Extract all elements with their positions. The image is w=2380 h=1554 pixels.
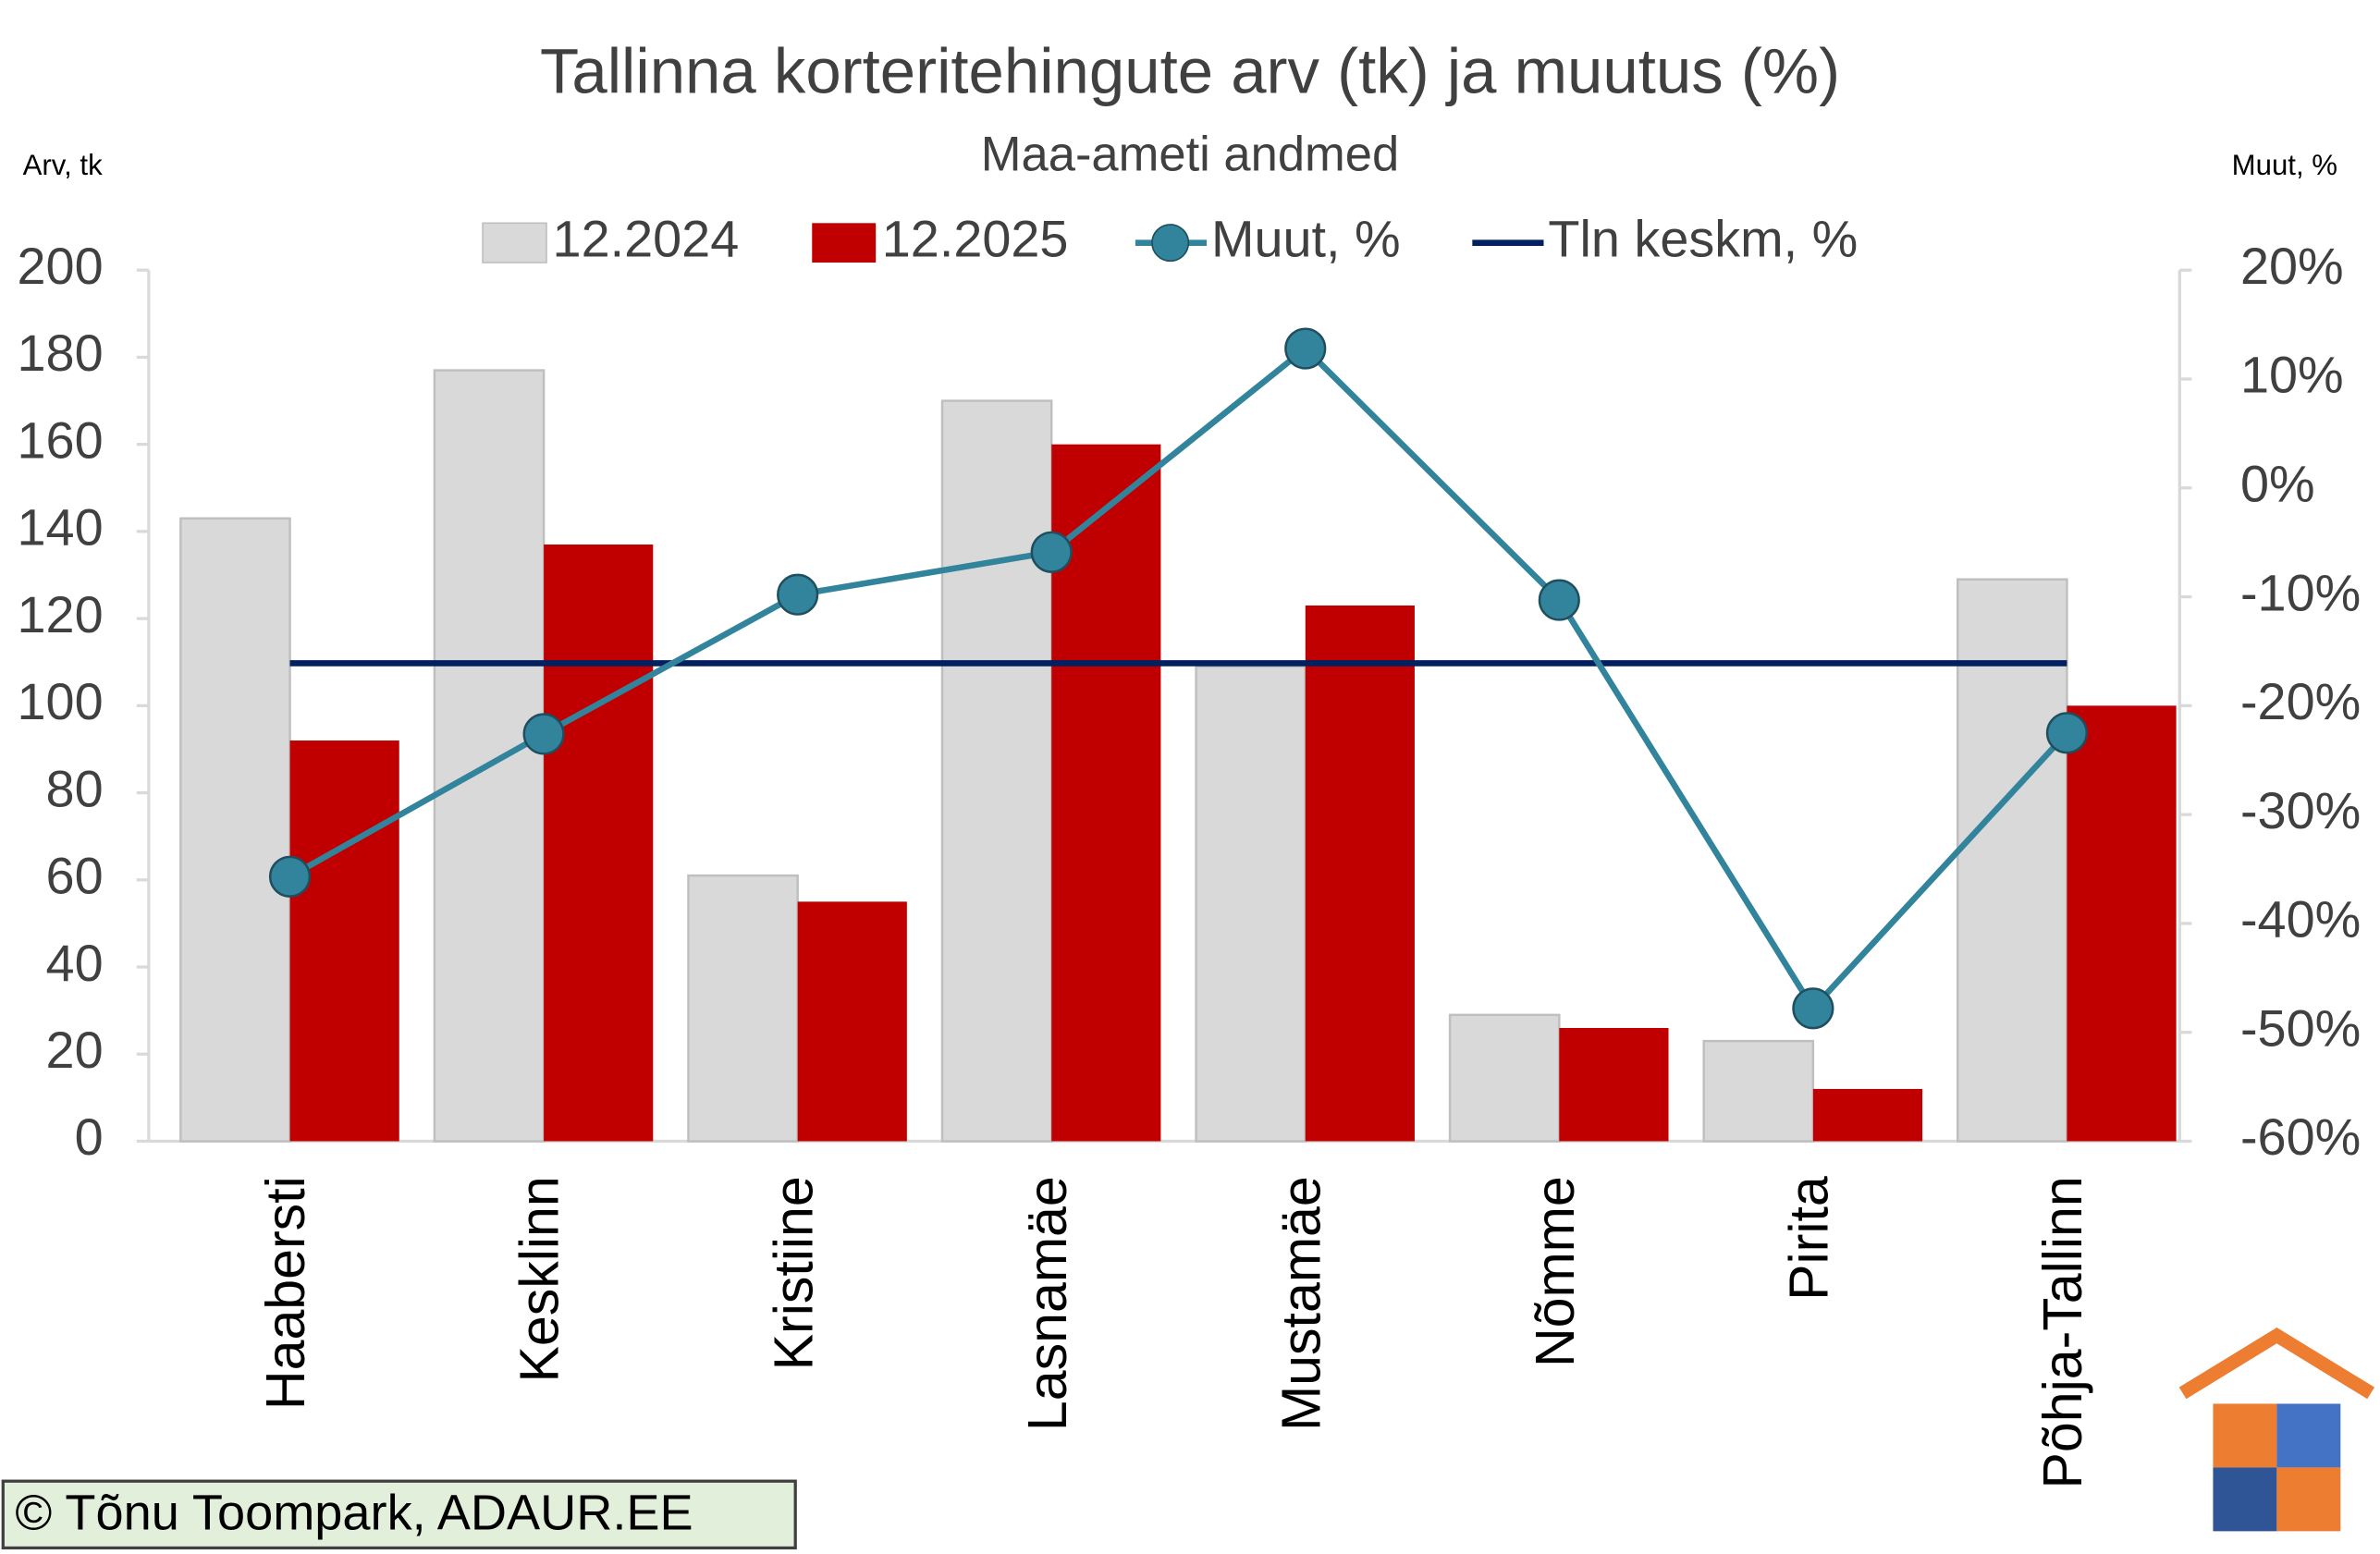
- x-tick-label: Kesklinn: [509, 1176, 570, 1382]
- y2-tick-label: 10%: [2240, 346, 2344, 404]
- marker: [1284, 327, 1327, 370]
- x-tick-label: Pirita: [1778, 1176, 1839, 1301]
- legend-swatch: [482, 222, 547, 263]
- x-tick-label: Lasnamäe: [1017, 1176, 1078, 1431]
- credit-box: [1, 1479, 797, 1550]
- y2-axis-label: Muut, %: [2232, 149, 2337, 181]
- bar: [940, 399, 1053, 1143]
- y-tick-label: 60: [46, 847, 104, 905]
- y-tick-label: 0: [75, 1107, 104, 1166]
- y-axis-label: Arv, tk: [23, 149, 103, 181]
- marker: [522, 713, 565, 755]
- y-tick-label: 160: [18, 410, 104, 469]
- bar: [289, 740, 399, 1142]
- marker: [777, 573, 819, 616]
- y2-tick-label: -20%: [2240, 672, 2361, 730]
- bar: [1448, 1013, 1561, 1143]
- y2-tick-label: -30%: [2240, 781, 2361, 839]
- legend-label: Muut, %: [1211, 209, 1401, 267]
- y-tick-label: 120: [18, 585, 104, 643]
- bar: [544, 545, 654, 1142]
- y-tick-label: 200: [18, 237, 104, 295]
- logo: [2178, 1327, 2375, 1532]
- x-tick-label: Haabersti: [255, 1176, 316, 1410]
- y-tick-label: 180: [18, 324, 104, 382]
- legend-swatch: [812, 223, 877, 263]
- marker: [1792, 987, 1834, 1030]
- y-tick-label: 20: [46, 1021, 104, 1079]
- y-tick-label: 140: [18, 498, 104, 557]
- y2-tick-label: 20%: [2240, 237, 2344, 295]
- bar: [1305, 605, 1415, 1142]
- y2-tick-label: -10%: [2240, 563, 2361, 621]
- chart-title: Tallinna korteritehingute arv (tk) ja mu…: [540, 35, 1840, 106]
- bar: [1702, 1039, 1815, 1143]
- y2-tick-label: -50%: [2240, 998, 2361, 1057]
- bar: [1812, 1088, 1923, 1142]
- marker: [1538, 579, 1580, 621]
- x-tick-label: Põhja-Tallinn: [2032, 1176, 2093, 1488]
- bar: [797, 901, 907, 1142]
- x-tick-label: Mustamäe: [1270, 1176, 1331, 1431]
- bar: [1559, 1027, 1669, 1142]
- y2-tick-label: -40%: [2240, 890, 2361, 948]
- bar: [687, 874, 799, 1143]
- y2-tick-label: -60%: [2240, 1107, 2361, 1166]
- marker: [2045, 712, 2088, 754]
- x-tick-label: Kristiine: [763, 1176, 824, 1370]
- bar: [433, 369, 546, 1143]
- legend-label: Tln keskm, %: [1548, 209, 1858, 267]
- legend-swatch: [1151, 224, 1190, 263]
- legend-label: 12.2025: [882, 209, 1069, 267]
- bar: [179, 517, 291, 1143]
- marker: [268, 855, 312, 898]
- marker: [1030, 531, 1073, 573]
- line: [288, 344, 2069, 1014]
- x-tick-label: Nõmme: [1525, 1176, 1586, 1367]
- legend-label: 12.2024: [553, 209, 740, 267]
- y-tick-label: 100: [18, 672, 104, 730]
- bar: [1195, 665, 1307, 1143]
- bar: [2067, 705, 2177, 1142]
- y-tick-label: 80: [46, 759, 104, 817]
- y2-tick-label: 0%: [2240, 455, 2315, 513]
- y-tick-label: 40: [46, 934, 104, 992]
- credit: © Tõnu Toompark, ADAUR.EE: [15, 1485, 693, 1540]
- chart-subtitle: Maa-ameti andmed: [981, 128, 1399, 182]
